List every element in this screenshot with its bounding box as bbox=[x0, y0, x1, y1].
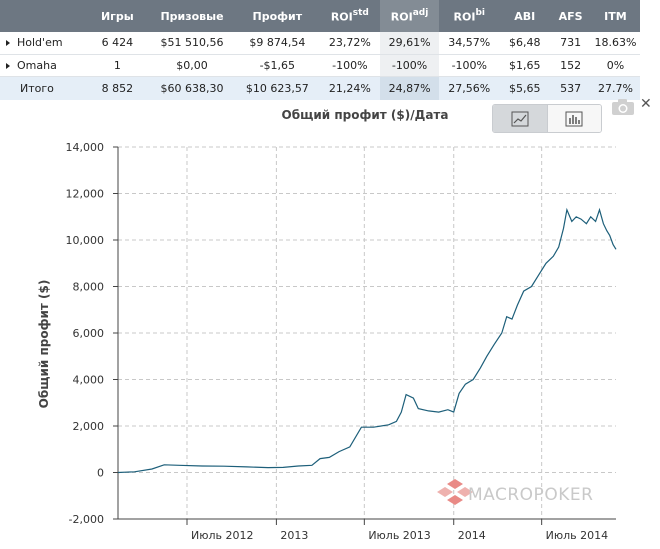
profit-chart: MACROPOKER -2,000 0 2,000 4,000 6,000 8,000 10… bbox=[37, 141, 617, 542]
itm-cell: 0% bbox=[606, 58, 625, 72]
total-games-cell: 8 852 bbox=[101, 81, 134, 95]
col-profit-header[interactable]: Профит bbox=[252, 9, 303, 23]
abi-cell: $1,65 bbox=[508, 58, 541, 72]
y-tick-label: 0 bbox=[97, 467, 104, 480]
camera-icon[interactable] bbox=[611, 98, 635, 116]
roi-bi-sup: bi bbox=[475, 7, 485, 18]
afs-cell: 731 bbox=[560, 36, 582, 50]
grid bbox=[118, 146, 616, 519]
roi-std-sup: std bbox=[352, 7, 369, 18]
table-header-row: Игры Призовые Профит ROIstd ROIadj ROIbi… bbox=[0, 0, 640, 32]
y-tick-label: 14,000 bbox=[66, 141, 105, 154]
col-roi-std-header[interactable]: ROIstd bbox=[320, 0, 380, 32]
prizes-cell: $0,00 bbox=[176, 58, 208, 72]
games-cell: 1 bbox=[113, 58, 121, 72]
y-tick-label: 6,000 bbox=[73, 327, 105, 340]
row-name: Hold'em bbox=[17, 36, 63, 50]
total-name-cell: Итого bbox=[20, 81, 54, 95]
total-afs-cell: 537 bbox=[560, 81, 582, 95]
x-tick-label: Июль 2013 bbox=[368, 529, 431, 542]
expand-arrow-icon[interactable] bbox=[6, 40, 10, 47]
total-abi-cell: $5,65 bbox=[508, 81, 541, 95]
total-itm-cell: 27.7% bbox=[597, 81, 633, 95]
x-tick-label: 2013 bbox=[280, 529, 308, 542]
y-axis-title: Общий профит ($) bbox=[37, 280, 51, 409]
y-tick-label: 2,000 bbox=[73, 420, 105, 433]
col-roi-adj-header[interactable]: ROIadj bbox=[379, 0, 440, 32]
expand-arrow-icon[interactable] bbox=[6, 62, 10, 69]
roi-std-base: ROI bbox=[330, 10, 353, 24]
roi-bi-cell: 34,57% bbox=[448, 36, 491, 50]
total-profit-cell: $10 623,57 bbox=[245, 81, 309, 95]
roi-adj-base: ROI bbox=[390, 10, 413, 24]
macropoker-watermark: MACROPOKER bbox=[437, 479, 593, 505]
bar-chart-icon bbox=[565, 111, 583, 126]
profit-cell: -$1,65 bbox=[259, 58, 296, 72]
afs-cell: 152 bbox=[560, 58, 582, 72]
profit-cell: $9 874,54 bbox=[249, 36, 306, 50]
y-tick-label: 8,000 bbox=[73, 281, 105, 294]
games-cell: 6 424 bbox=[101, 36, 134, 50]
roi-bi-base: ROI bbox=[453, 10, 476, 24]
chart-type-toggle bbox=[492, 104, 602, 133]
bar-chart-button[interactable] bbox=[546, 105, 601, 132]
row-name-cell[interactable]: Hold'em bbox=[0, 32, 85, 54]
stats-table: Игры Призовые Профит ROIstd ROIadj ROIbi… bbox=[0, 0, 640, 100]
col-roi-bi-header[interactable]: ROIbi bbox=[439, 0, 499, 32]
total-roi-std-cell: 21,24% bbox=[328, 81, 371, 95]
roi-std-cell: -100% bbox=[332, 58, 368, 72]
x-axis-ticks: Июль 2012 2013 Июль 2013 2014 Июль 2014 bbox=[186, 519, 609, 542]
line-chart-button[interactable] bbox=[493, 105, 547, 132]
row-name: Omaha bbox=[17, 58, 57, 72]
x-tick-label: 2014 bbox=[458, 529, 486, 542]
abi-cell: $6,48 bbox=[508, 36, 541, 50]
y-tick-label: -2,000 bbox=[69, 513, 104, 526]
total-row: Итого 8 852 $60 638,30 $10 623,57 21,24%… bbox=[0, 76, 640, 100]
line-chart-icon bbox=[511, 111, 529, 126]
col-itm-header[interactable]: ITM bbox=[604, 9, 627, 23]
row-name-cell[interactable]: Omaha bbox=[0, 54, 85, 76]
itm-cell: 18.63% bbox=[594, 36, 637, 50]
table-row[interactable]: Omaha 1 $0,00 -$1,65 -100% -100% -100% $… bbox=[0, 54, 640, 76]
y-axis-ticks: -2,000 0 2,000 4,000 6,000 8,000 10,000 12,000 1… bbox=[66, 141, 118, 526]
roi-std-cell: 23,72% bbox=[328, 36, 371, 50]
roi-bi-cell: -100% bbox=[451, 58, 487, 72]
x-tick-label: Июль 2012 bbox=[191, 529, 254, 542]
prizes-cell: $51 510,56 bbox=[160, 36, 224, 50]
roi-adj-cell: 29,61% bbox=[379, 32, 440, 54]
total-roi-bi-cell: 27,56% bbox=[448, 81, 491, 95]
col-games-header[interactable]: Игры bbox=[100, 9, 134, 23]
chart-title: Общий профит ($)/Дата bbox=[281, 108, 449, 122]
col-name-header bbox=[0, 0, 85, 32]
watermark-text: MACROPOKER bbox=[468, 485, 593, 505]
y-tick-label: 12,000 bbox=[66, 188, 105, 201]
y-tick-label: 10,000 bbox=[66, 234, 105, 247]
roi-adj-sup: adj bbox=[412, 7, 429, 18]
total-roi-adj-cell: 24,87% bbox=[379, 76, 440, 100]
y-tick-label: 4,000 bbox=[73, 374, 105, 387]
profit-series-line bbox=[117, 207, 617, 474]
total-prizes-cell: $60 638,30 bbox=[160, 81, 224, 95]
x-tick-label: Июль 2014 bbox=[546, 529, 609, 542]
col-abi-header[interactable]: ABI bbox=[514, 9, 536, 23]
close-icon[interactable]: ✕ bbox=[640, 96, 652, 112]
roi-adj-cell: -100% bbox=[379, 54, 440, 76]
col-prizes-header[interactable]: Призовые bbox=[160, 9, 224, 23]
col-afs-header[interactable]: AFS bbox=[558, 9, 583, 23]
table-row[interactable]: Hold'em 6 424 $51 510,56 $9 874,54 23,72… bbox=[0, 32, 640, 54]
